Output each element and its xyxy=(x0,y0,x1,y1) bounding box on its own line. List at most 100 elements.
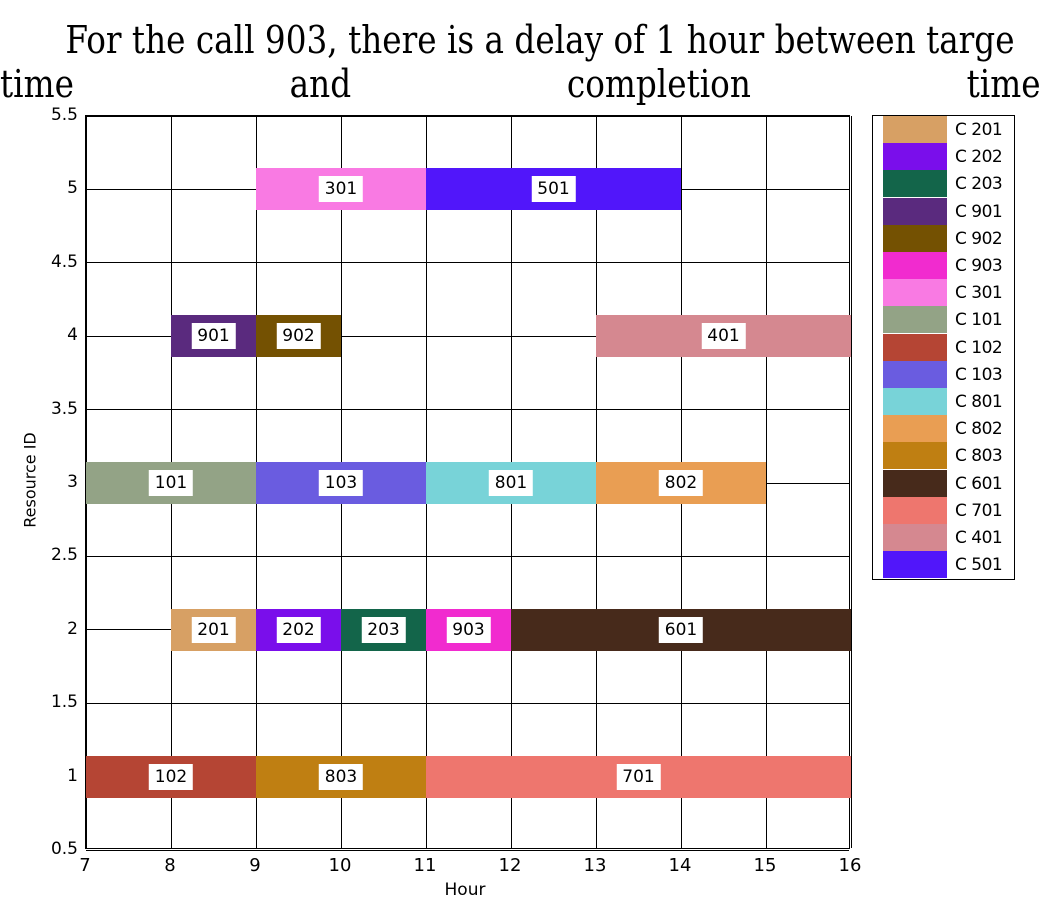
task-bar-label: 501 xyxy=(531,176,576,203)
task-bar-701: 701 xyxy=(426,755,851,798)
legend-swatch xyxy=(883,442,947,470)
legend-item: C 701 xyxy=(883,496,1013,524)
legend-item: C 601 xyxy=(883,469,1013,497)
task-bar-802: 802 xyxy=(596,462,766,504)
y-tick-label: 1.5 xyxy=(50,692,78,713)
legend-label: C 701 xyxy=(955,500,1003,521)
task-bar-label: 301 xyxy=(318,176,364,203)
task-bar-label: 901 xyxy=(191,323,236,350)
legend-label: C 803 xyxy=(955,446,1003,467)
legend-label: C 301 xyxy=(955,283,1003,304)
task-bar-label: 201 xyxy=(191,616,236,643)
legend-swatch xyxy=(883,360,947,388)
task-bar-401: 401 xyxy=(596,315,851,358)
y-tick-label: 4 xyxy=(67,325,78,346)
y-axis-label: Resource ID xyxy=(20,432,40,528)
legend-swatch xyxy=(883,170,947,198)
task-bar-label: 101 xyxy=(148,470,194,496)
legend-label: C 102 xyxy=(955,337,1003,358)
task-bar-label: 401 xyxy=(701,323,746,350)
legend-swatch xyxy=(883,551,947,579)
task-bar-203: 203 xyxy=(341,608,426,651)
x-tick-label: 13 xyxy=(583,855,607,876)
x-tick-label: 7 xyxy=(79,855,91,876)
legend-label: C 101 xyxy=(955,310,1003,331)
y-tick-label: 3 xyxy=(67,472,78,492)
legend-swatch xyxy=(883,116,947,143)
task-bar-101: 101 xyxy=(86,462,256,504)
task-bar-102: 102 xyxy=(86,755,256,798)
y-tick-label: 4.5 xyxy=(50,251,78,272)
y-gridline xyxy=(86,702,849,704)
x-axis-label: Hour xyxy=(444,880,486,900)
legend-swatch xyxy=(883,306,947,334)
y-gridline xyxy=(86,409,849,411)
legend-swatch xyxy=(883,469,947,497)
legend-item: C 801 xyxy=(883,388,1013,415)
task-bar-label: 102 xyxy=(148,763,194,790)
task-bar-label: 103 xyxy=(318,470,364,496)
legend-item: C 202 xyxy=(883,143,1013,171)
legend-swatch xyxy=(883,279,947,307)
task-bar-103: 103 xyxy=(256,462,426,504)
legend-swatch xyxy=(883,224,947,252)
legend: C 201 C 202 C 203 C 901 C 902 C 903 C 301 C 101… xyxy=(872,115,1015,580)
task-bar-201: 201 xyxy=(171,608,256,651)
legend-label: C 202 xyxy=(955,147,1003,168)
legend-item: C 901 xyxy=(883,197,1013,225)
legend-item: C 201 xyxy=(883,116,1013,143)
task-bar-label: 802 xyxy=(658,470,704,496)
legend-item: C 401 xyxy=(883,524,1013,551)
y-tick-label: 2.5 xyxy=(50,545,78,566)
legend-label: C 203 xyxy=(955,174,1003,195)
x-gridline xyxy=(765,116,767,848)
title-word: time xyxy=(0,62,74,106)
x-tick-label: 15 xyxy=(753,855,777,876)
title-word: time xyxy=(966,62,1039,106)
task-bar-902: 902 xyxy=(256,315,341,358)
legend-item: C 903 xyxy=(883,252,1013,279)
y-gridline xyxy=(86,849,849,851)
legend-item: C 103 xyxy=(883,360,1013,388)
legend-item: C 203 xyxy=(883,170,1013,198)
task-bar-601: 601 xyxy=(511,608,851,651)
y-tick-label: 5.5 xyxy=(50,105,78,125)
legend-swatch xyxy=(883,143,947,171)
plot-area: 301 501 901 902 401 101 103 801 802 201 202 203 903 6… xyxy=(85,115,852,851)
legend-label: C 901 xyxy=(955,201,1003,222)
x-tick-label: 10 xyxy=(328,855,352,876)
task-bar-301: 301 xyxy=(256,168,426,211)
task-bar-label: 701 xyxy=(616,763,661,790)
legend-label: C 401 xyxy=(955,528,1003,548)
task-bar-label: 903 xyxy=(446,616,491,643)
x-tick-label: 8 xyxy=(164,855,176,876)
legend-label: C 601 xyxy=(955,473,1003,494)
x-tick-label: 16 xyxy=(838,855,862,876)
task-bar-label: 601 xyxy=(658,616,704,643)
title-word: completion xyxy=(566,62,751,106)
task-bar-501: 501 xyxy=(426,168,681,211)
legend-swatch xyxy=(883,524,947,551)
legend-label: C 501 xyxy=(955,555,1003,576)
x-tick-label: 11 xyxy=(413,855,437,876)
legend-item: C 501 xyxy=(883,551,1013,579)
legend-swatch xyxy=(883,415,947,443)
task-bar-801: 801 xyxy=(426,462,596,504)
y-tick-label: 0.5 xyxy=(50,839,78,859)
legend-item: C 301 xyxy=(883,279,1013,307)
chart-title-line-1: For the call 903, there is a delay of 1 … xyxy=(65,18,1015,62)
y-gridline xyxy=(86,335,849,337)
y-gridline xyxy=(86,115,849,117)
legend-swatch xyxy=(883,388,947,415)
x-tick-label: 9 xyxy=(249,855,261,876)
y-gridline xyxy=(86,555,849,557)
legend-swatch xyxy=(883,197,947,225)
task-bar-label: 202 xyxy=(276,616,321,643)
chart-title-line-2: time and completion time xyxy=(0,62,1039,106)
legend-swatch xyxy=(883,252,947,279)
y-gridline xyxy=(86,262,849,264)
task-bar-202: 202 xyxy=(256,608,341,651)
task-bar-label: 803 xyxy=(318,763,364,790)
legend-item: C 101 xyxy=(883,306,1013,334)
y-tick-label: 2 xyxy=(67,618,78,639)
